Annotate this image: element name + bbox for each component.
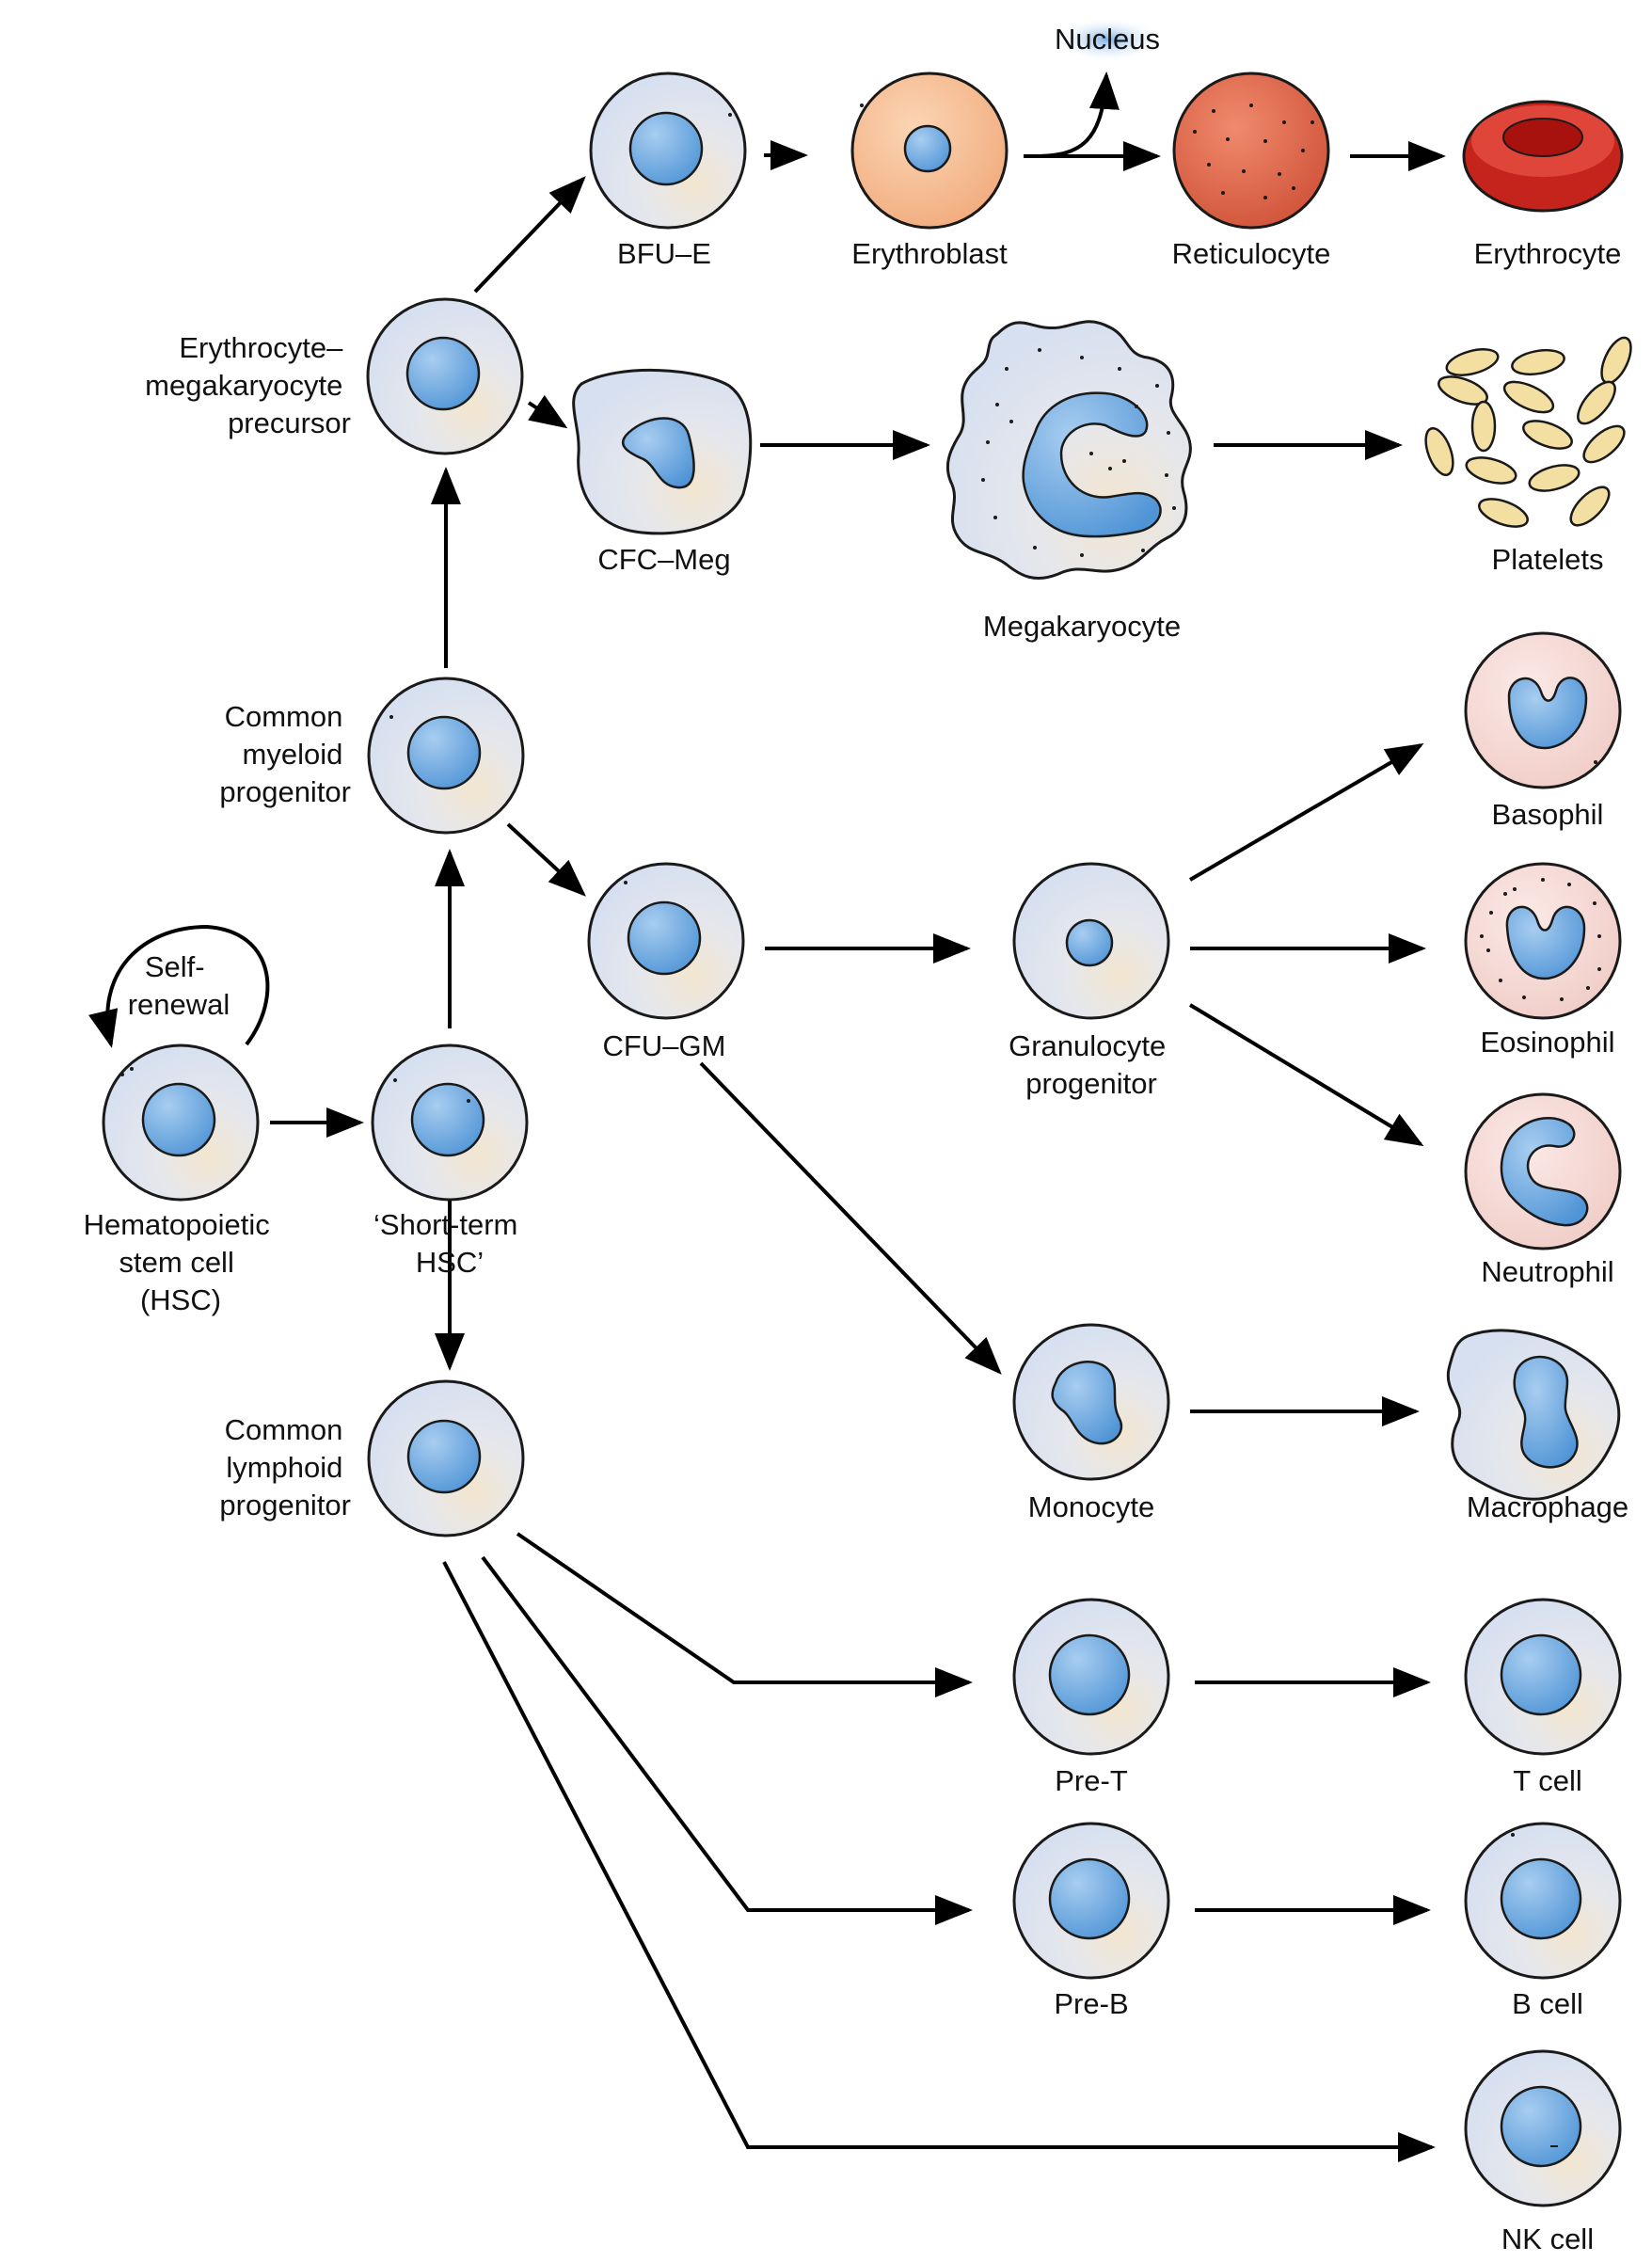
reticulocyte-cell [1172, 72, 1330, 230]
arrow-clp-to-pre-b [481, 1555, 973, 1925]
platelets-cluster [1424, 336, 1632, 528]
label-b-cell: B cell [1512, 1987, 1583, 2020]
neutrophil-cell [1464, 1092, 1622, 1250]
label-megakaryocyte: Megakaryocyte [983, 610, 1181, 643]
common-myeloid-progenitor-cell [367, 677, 525, 835]
label-cmp: Common myeloid progenitor [219, 700, 351, 808]
label-short-term-hsc: ‘Short-term HSC’ [373, 1208, 526, 1279]
label-bfu-e: BFU–E [617, 237, 711, 270]
label-monocyte: Monocyte [1028, 1490, 1154, 1523]
label-basophil: Basophil [1492, 798, 1604, 831]
label-platelets: Platelets [1492, 543, 1604, 576]
expelled-nucleus [1051, 17, 1164, 62]
arrow-emp-to-cfc-meg [527, 394, 568, 429]
erythrocyte-megakaryocyte-precursor-cell [366, 297, 524, 455]
cells [102, 17, 1632, 2207]
label-cfc-meg: CFC–Meg [597, 543, 730, 576]
erythrocyte-cell [1462, 100, 1624, 213]
arrow-clp-to-pre-t [516, 1532, 973, 1697]
label-erythroblast: Erythroblast [851, 237, 1008, 270]
granulocyte-progenitor-cell [1012, 862, 1170, 1020]
label-self-renewal: Self- renewal [128, 950, 230, 1021]
label-cfu-gm: CFU–GM [603, 1029, 726, 1062]
self-renewal-arrow [88, 924, 270, 1048]
label-neutrophil: Neutrophil [1481, 1255, 1613, 1288]
megakaryocyte-cell [946, 320, 1192, 580]
arrow-cmp-to-cfu-gm [506, 822, 586, 897]
label-reticulocyte: Reticulocyte [1172, 237, 1331, 270]
label-emp: Erythrocyte– megakaryocyte precursor [145, 331, 351, 439]
pre-b-cell [1012, 1822, 1170, 1980]
erythroblast-cell [850, 72, 1009, 230]
arrow-emp-to-bfu-e [473, 176, 586, 294]
label-pre-b: Pre-B [1054, 1987, 1128, 2020]
label-pre-t: Pre-T [1055, 1764, 1128, 1797]
bfu-e-cell [589, 72, 747, 230]
label-eosinophil: Eosinophil [1480, 1026, 1614, 1059]
label-nucleus: Nucleus [1055, 23, 1160, 56]
monocyte-cell [1012, 1323, 1170, 1481]
arrow-gp-to-basophil [1188, 742, 1424, 882]
eosinophil-cell [1464, 862, 1622, 1020]
arrow-nucleus-expulsion [1034, 72, 1120, 158]
b-cell [1464, 1822, 1622, 1980]
common-lymphoid-progenitor-cell [367, 1379, 525, 1537]
label-erythrocyte: Erythrocyte [1474, 237, 1622, 270]
macrophage-cell [1446, 1329, 1621, 1501]
label-clp: Common lymphoid progenitor [219, 1413, 351, 1521]
arrows [88, 72, 1446, 2162]
label-nk-cell: NK cell [1501, 2222, 1594, 2255]
cfu-gm-cell [587, 862, 745, 1020]
arrow-clp-to-nk-cell [442, 1561, 1436, 2162]
label-hsc: Hematopoietic stem cell (HSC) [84, 1208, 278, 1316]
label-t-cell: T cell [1513, 1764, 1582, 1797]
cfc-meg-cell [572, 368, 753, 535]
t-cell [1464, 1598, 1622, 1756]
short-term-hsc-cell [371, 1043, 529, 1202]
arrow-gp-to-neutrophil [1188, 1003, 1424, 1147]
pre-t-cell [1012, 1598, 1170, 1756]
arrow-cfu-gm-to-monocyte [699, 1061, 1002, 1375]
label-granulocyte-progenitor: Granulocyte progenitor [1009, 1029, 1174, 1100]
basophil-cell [1464, 631, 1622, 789]
hsc-cell [102, 1043, 260, 1202]
label-macrophage: Macrophage [1467, 1490, 1628, 1523]
labels: Nucleus BFU–E Erythroblast Reticulocyte … [84, 23, 1629, 2255]
nk-cell [1464, 2049, 1622, 2207]
